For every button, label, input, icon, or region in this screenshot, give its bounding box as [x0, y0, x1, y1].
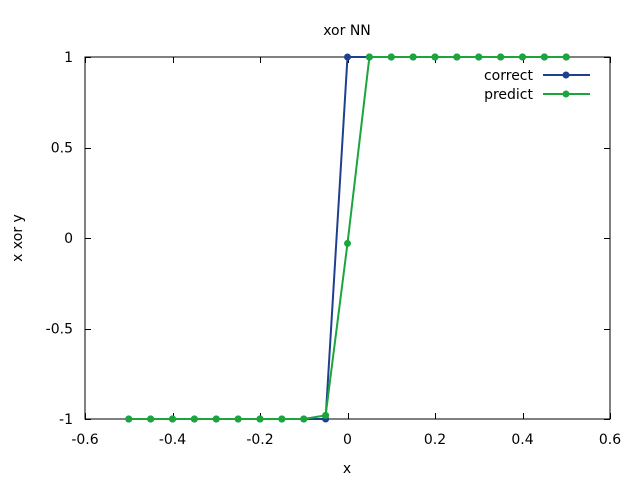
series-line-predict — [128, 56, 567, 420]
data-point-predict — [387, 53, 395, 61]
y-axis-label: x xor y — [10, 214, 26, 262]
x-tick-label: -0.6 — [71, 432, 98, 448]
data-point-predict — [497, 53, 505, 61]
data-point-predict — [475, 53, 483, 61]
chart-title: xor NN — [323, 23, 371, 39]
data-point-predict — [562, 53, 570, 61]
data-point-predict — [256, 415, 264, 423]
legend-marker-correct — [562, 71, 570, 79]
data-point-predict — [540, 53, 548, 61]
y-tick-label: -0.5 — [46, 322, 73, 338]
x-tick-label: 0.6 — [599, 432, 621, 448]
x-tick-label: 0.2 — [424, 432, 446, 448]
x-tick-label: 0.4 — [511, 432, 533, 448]
legend-label-predict: predict — [484, 87, 533, 103]
x-axis-label: x — [343, 461, 351, 477]
data-point-predict — [365, 53, 373, 61]
legend-marker-predict — [562, 90, 570, 98]
data-point-predict — [125, 415, 133, 423]
y-tick-label: -1 — [59, 412, 73, 428]
data-point-predict — [169, 415, 176, 423]
x-tick-label: -0.4 — [159, 432, 186, 448]
y-tick-label: 0 — [64, 231, 73, 247]
data-point-predict — [278, 415, 286, 423]
y-tick-label: 0.5 — [51, 141, 73, 157]
data-point-predict — [431, 53, 439, 61]
data-point-predict — [344, 239, 351, 247]
data-point-predict — [212, 415, 220, 423]
series-predict — [125, 53, 570, 423]
data-point-predict — [234, 415, 242, 423]
data-point-predict — [519, 53, 526, 61]
data-point-correct — [344, 53, 351, 61]
data-point-predict — [453, 53, 461, 61]
data-point-predict — [409, 53, 417, 61]
data-point-predict — [322, 411, 330, 419]
data-point-predict — [190, 415, 198, 423]
x-tick-label: 0 — [343, 432, 352, 448]
legend-label-correct: correct — [484, 68, 534, 84]
x-tick-label: -0.2 — [246, 432, 273, 448]
legend: correct predict — [484, 68, 590, 103]
y-tick-label: 1 — [64, 50, 73, 66]
data-point-predict — [147, 415, 155, 423]
series-layer — [125, 53, 570, 423]
data-point-predict — [300, 415, 308, 423]
axes: -0.6 -0.4 -0.2 0 0.2 0.4 0.6 -1 -0.5 0 0.5 1 — [46, 50, 622, 448]
